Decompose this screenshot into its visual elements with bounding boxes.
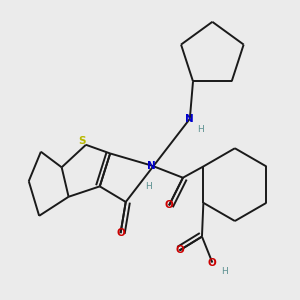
Text: H: H [197,125,204,134]
Text: N: N [147,160,156,171]
Text: N: N [185,114,194,124]
Text: H: H [221,267,228,276]
Text: H: H [145,182,152,191]
Text: S: S [79,136,86,146]
Text: O: O [208,258,217,268]
Text: O: O [116,228,125,238]
Text: O: O [175,245,184,256]
Text: O: O [165,200,173,210]
